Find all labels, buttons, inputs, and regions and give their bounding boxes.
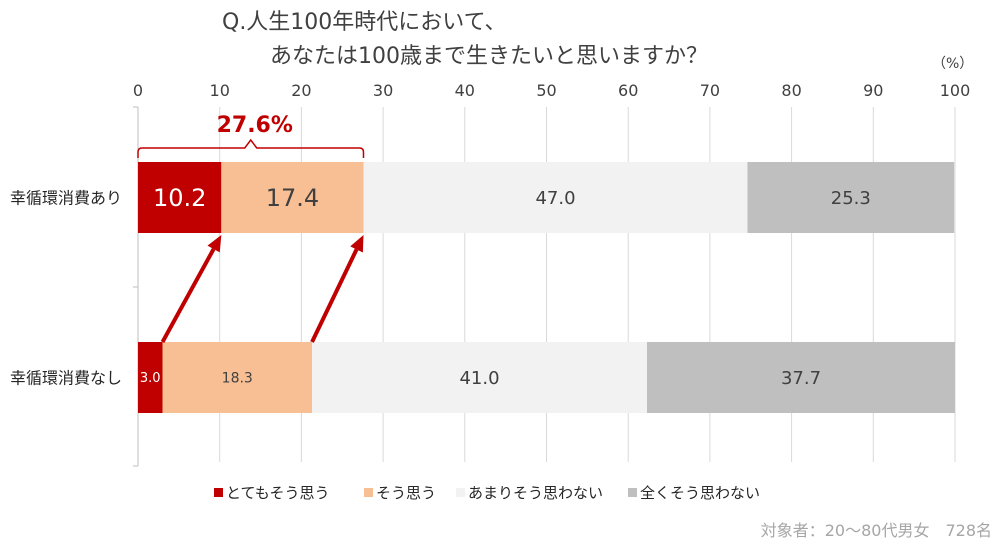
- data-label-1-0: 3.0: [140, 371, 161, 386]
- legend-label-1: そう思う: [376, 484, 436, 502]
- legend-label-0: とてもそう思う: [226, 484, 330, 502]
- legend-label-3: 全くそう思わない: [640, 484, 760, 502]
- bar-0-0: [138, 162, 222, 233]
- x-axis-ticks: 0 10 20 30 40 50 60 70 80 90 100: [133, 81, 970, 100]
- x-tick-label-100: 100: [940, 81, 971, 100]
- x-tick-label-0: 0: [133, 81, 143, 100]
- x-tick-label-10: 10: [210, 81, 230, 100]
- bar-0-1: [221, 162, 364, 233]
- x-tick-label-70: 70: [700, 81, 720, 100]
- annotation-bracket: [137, 138, 365, 158]
- data-label-0-2: 47.0: [535, 188, 575, 209]
- chart-title-line-1: Q.人生100年時代において、: [222, 10, 507, 35]
- annotation-arrowhead-1: [350, 235, 364, 253]
- data-label-1-2: 41.0: [459, 368, 499, 389]
- legend-swatch-0: [214, 488, 223, 497]
- annotation-arrow-0: [160, 248, 216, 343]
- bars: 10.2 17.4 47.0 25.3 3.0 18.3 41.0 37.7: [138, 162, 955, 413]
- legend-label-2: あまりそう思わない: [468, 484, 603, 502]
- data-label-0-0: 10.2: [153, 184, 206, 212]
- chart-title: Q.人生100年時代において、 あなたは100歳まで生きたいと思いますか？: [222, 10, 708, 69]
- data-label-1-1: 18.3: [222, 371, 253, 387]
- category-label-0: 幸循環消費あり: [10, 189, 122, 208]
- data-label-0-1: 17.4: [266, 184, 319, 212]
- legend-swatch-1: [364, 488, 373, 497]
- x-tick-label-90: 90: [863, 81, 883, 100]
- x-tick-label-20: 20: [291, 81, 311, 100]
- legend: とてもそう思う そう思う あまりそう思わない 全くそう思わない: [214, 484, 760, 502]
- annotation-arrow-1: [310, 248, 359, 343]
- annotation: 27.6%: [137, 113, 365, 343]
- annotation-arrowhead-0: [207, 235, 222, 253]
- unit-label: （%）: [932, 56, 973, 72]
- legend-swatch-2: [456, 488, 465, 497]
- category-label-1: 幸循環消費なし: [10, 369, 122, 388]
- x-tick-label-60: 60: [618, 81, 638, 100]
- x-tick-label-80: 80: [781, 81, 801, 100]
- bar-1-2: [312, 342, 647, 413]
- bar-1-1: [162, 342, 313, 413]
- bar-1-0: [138, 342, 163, 413]
- footnote: 対象者：20～80代男女 728名: [761, 521, 992, 540]
- bar-0-2: [363, 162, 748, 233]
- bar-0-3: [747, 162, 955, 233]
- chart-title-line-2: あなたは100歳まで生きたいと思いますか？: [270, 44, 708, 69]
- annotation-label: 27.6%: [217, 113, 293, 138]
- bar-1-3: [646, 342, 955, 413]
- x-tick-label-50: 50: [536, 81, 556, 100]
- data-label-0-3: 25.3: [831, 188, 871, 209]
- x-tick-label-30: 30: [373, 81, 393, 100]
- legend-swatch-3: [628, 488, 637, 497]
- x-tick-label-40: 40: [455, 81, 475, 100]
- data-label-1-3: 37.7: [781, 368, 821, 389]
